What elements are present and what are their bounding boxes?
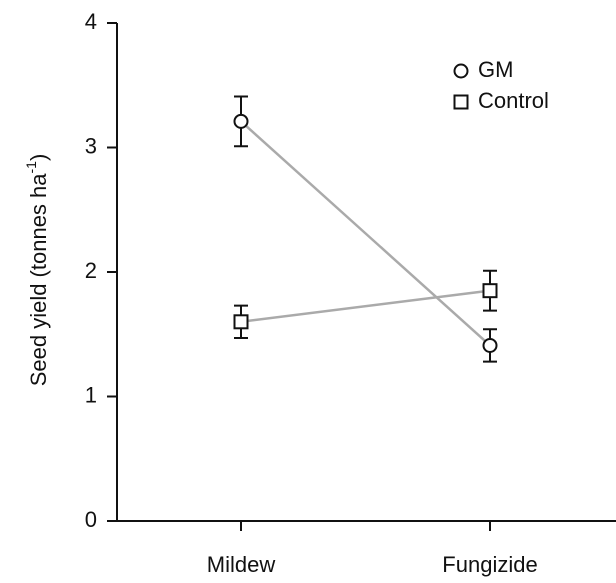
data-point [233, 314, 249, 330]
x-tick-label: Mildew [207, 552, 276, 577]
y-tick-label: 3 [85, 133, 97, 158]
y-tick-label: 1 [85, 382, 97, 407]
y-tick-label: 0 [85, 507, 97, 532]
data-point [482, 283, 498, 299]
x-tick-label: Fungizide [442, 552, 537, 577]
legend-label: GM [478, 57, 513, 82]
data-point [482, 337, 498, 353]
legend-marker [453, 94, 469, 110]
y-tick-label: 4 [85, 9, 97, 34]
legend-marker [453, 63, 469, 79]
series-line [240, 120, 491, 347]
data-point [233, 113, 249, 129]
legend-label: Control [478, 88, 549, 113]
series-line [240, 289, 491, 324]
y-axis-label: Seed yield (tonnes ha-1) [23, 154, 51, 387]
y-label-text: Seed yield (tonnes ha [26, 173, 51, 387]
y-tick-label: 2 [85, 258, 97, 283]
y-label-sup: -1 [23, 161, 39, 174]
y-label-end: ) [26, 154, 51, 161]
